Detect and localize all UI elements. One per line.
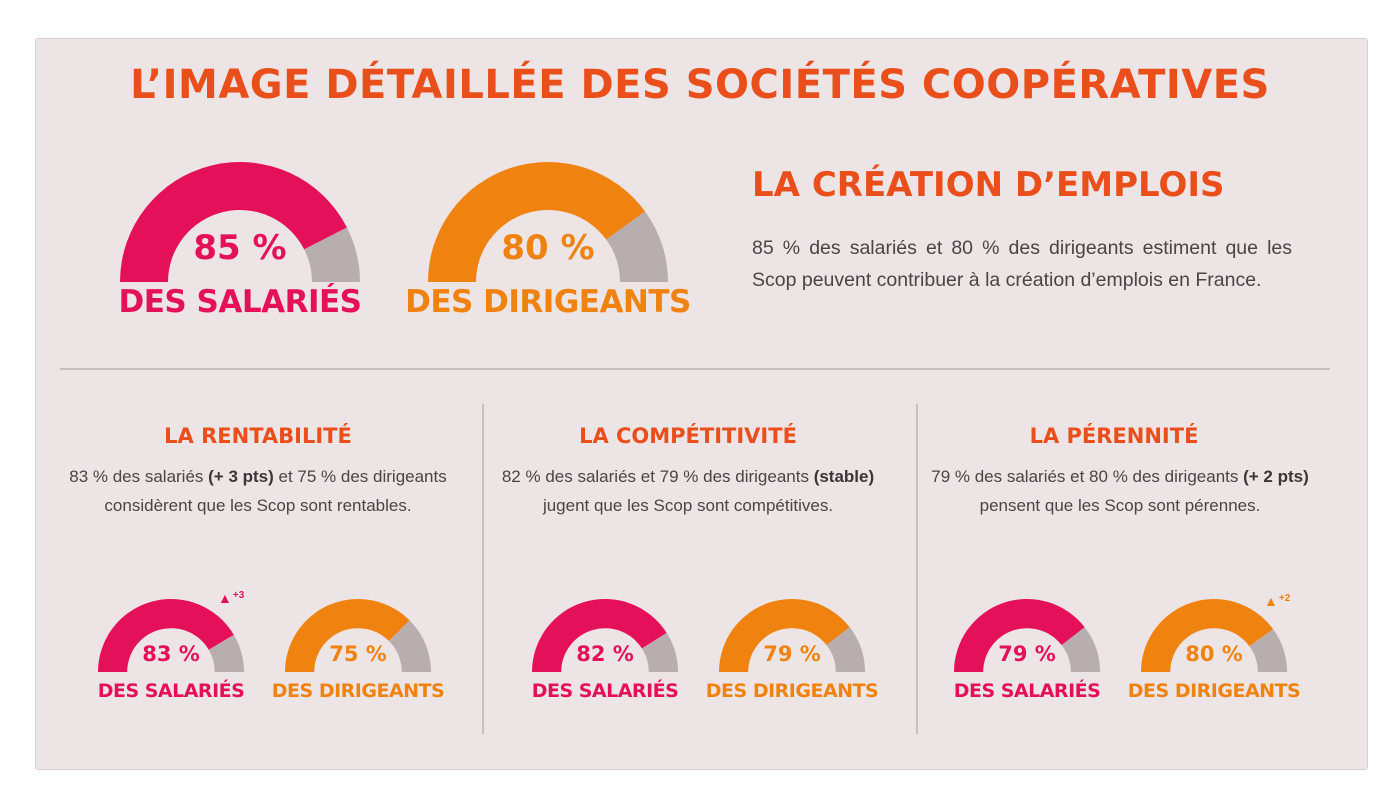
intro-title: LA CRÉATION D’EMPLOIS: [752, 165, 1225, 205]
intro-text: 85 % des salariés et 80 % des dirigeants…: [752, 237, 1292, 291]
up-triangle-icon: ▲: [218, 590, 232, 606]
gauge-remainder: [208, 634, 244, 672]
gauge-intro-managers: [428, 161, 668, 282]
gauge-fill: [285, 599, 410, 672]
horizontal-divider: [60, 368, 1330, 370]
gauge-competitiveness-managers: [719, 599, 865, 672]
gauge-value-competitiveness-managers: 79 %: [763, 642, 821, 666]
gauge-label-profitability-managers: DES DIRIGEANTS: [271, 680, 445, 702]
section-text-competitiveness: 82 % des salariés et 79 % des dirigeants…: [501, 467, 875, 515]
gauge-remainder: [304, 227, 360, 282]
gauge-value-intro-managers: 80 %: [501, 228, 595, 268]
gauge-value-intro-salaries: 85 %: [193, 228, 287, 268]
gauge-label-competitiveness-managers: DES DIRIGEANTS: [705, 680, 879, 702]
gauge-remainder: [641, 632, 678, 672]
section-title-competitiveness: LA COMPÉTITIVITÉ: [579, 424, 797, 448]
gauge-remainder: [1061, 627, 1100, 672]
gauge-fill: [428, 161, 646, 282]
gauge-value-profitability-managers: 75 %: [329, 642, 387, 666]
section-text-sustainability: 79 % des salariés et 80 % des dirigeants…: [931, 467, 1309, 515]
gauge-fill: [954, 599, 1085, 672]
gauge-value-sustainability-managers: 80 %: [1185, 642, 1243, 666]
gauge-remainder: [826, 627, 865, 672]
gauge-label-competitiveness-salaries: DES SALARIÉS: [531, 680, 679, 702]
gauge-remainder: [1249, 629, 1287, 672]
section-title-sustainability: LA PÉRENNITÉ: [1029, 424, 1199, 448]
page-title: L’IMAGE DÉTAILLÉE DES SOCIÉTÉS COOPÉRATI…: [130, 62, 1270, 108]
gauge-fill: [532, 599, 667, 672]
gauge-sustainability-managers: [1141, 599, 1287, 672]
section-title-profitability: LA RENTABILITÉ: [164, 424, 352, 448]
gauge-fill: [98, 599, 234, 672]
gauge-label-intro-salaries: DES SALARIÉS: [118, 284, 363, 320]
gauge-label-profitability-salaries: DES SALARIÉS: [97, 680, 245, 702]
up-triangle-icon: ▲: [1264, 593, 1278, 609]
gauge-profitability-salaries: [98, 599, 244, 672]
gauge-label-intro-managers: DES DIRIGEANTS: [405, 284, 691, 320]
gauge-remainder: [388, 620, 431, 672]
gauge-intro-salaries: [120, 161, 360, 282]
gauge-fill: [1141, 599, 1274, 672]
gauge-profitability-managers: [285, 599, 431, 672]
vertical-divider-1: [482, 404, 484, 734]
gauge-value-sustainability-salaries: 79 %: [998, 642, 1056, 666]
gauge-fill: [120, 161, 347, 282]
delta-badge-sustainability-managers: ▲ +2: [1264, 593, 1291, 609]
gauge-sustainability-salaries: [954, 599, 1100, 672]
gauge-label-sustainability-managers: DES DIRIGEANTS: [1127, 680, 1301, 702]
gauge-label-sustainability-salaries: DES SALARIÉS: [953, 680, 1101, 702]
gauge-competitiveness-salaries: [532, 599, 678, 672]
vertical-divider-2: [916, 404, 918, 734]
gauge-fill: [719, 599, 850, 672]
section-text-profitability: 83 % des salariés (+ 3 pts) et 75 % des …: [69, 467, 447, 515]
gauge-value-competitiveness-salaries: 82 %: [576, 642, 634, 666]
delta-badge-profitability-salaries: ▲ +3: [218, 590, 245, 606]
gauge-remainder: [606, 211, 668, 282]
gauge-value-profitability-salaries: 83 %: [142, 642, 200, 666]
